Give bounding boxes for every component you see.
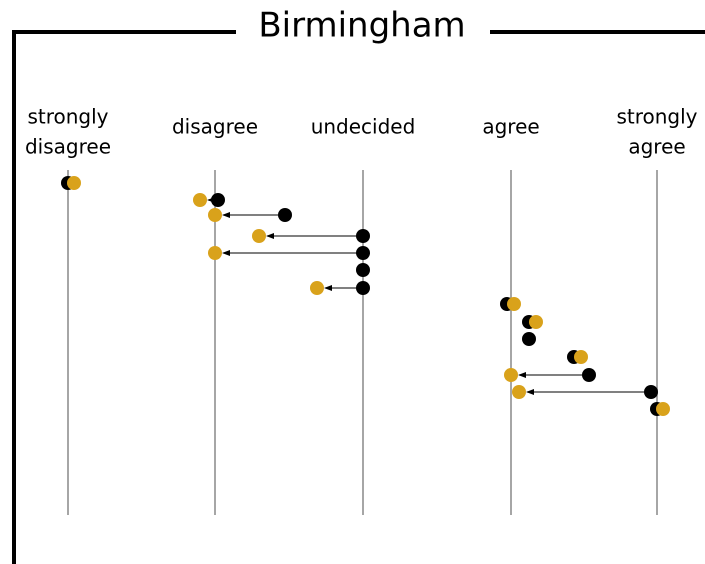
column-labels: strongly disagree disagree undecided agree st… <box>25 105 698 159</box>
column-lines <box>67 170 658 515</box>
column-label: strongly <box>616 105 697 129</box>
column-label: agree <box>482 115 539 139</box>
title: Birmingham <box>258 6 465 46</box>
column-label: disagree <box>172 115 258 139</box>
column-label: disagree <box>25 135 111 159</box>
arrows <box>207 197 644 395</box>
frame <box>12 30 705 564</box>
dots <box>61 176 670 416</box>
column-label: undecided <box>311 115 416 139</box>
column-label: strongly <box>27 105 108 129</box>
column-label: agree <box>628 135 685 159</box>
